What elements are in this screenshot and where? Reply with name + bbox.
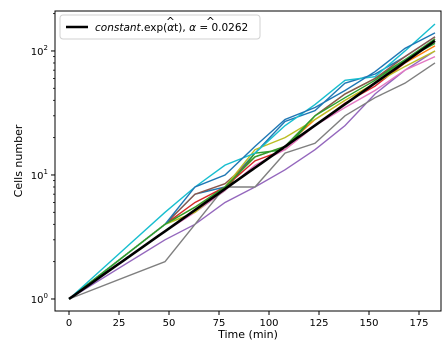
legend-hat-mark-1: ^ xyxy=(166,16,175,28)
legend: constant.exp(αt), α = 0.0262 ^ ^ xyxy=(59,14,261,40)
legend-text-c: = 0.0262 xyxy=(196,22,248,34)
y-tick-label: 102 xyxy=(31,44,48,58)
x-tick-label: 50 xyxy=(163,318,176,329)
plot-frame xyxy=(54,10,442,312)
x-axis: 0 25 50 75 100 125 150 175 xyxy=(66,311,429,329)
legend-prefix: constant xyxy=(95,22,142,34)
y-axis: 100 101 102 xyxy=(31,13,55,306)
x-tick-label: 150 xyxy=(359,318,378,329)
series-line-11 xyxy=(68,32,436,300)
legend-text-a: .exp( xyxy=(141,22,168,34)
legend-entry: constant.exp(αt), α = 0.0262 xyxy=(95,22,248,34)
series-line-8 xyxy=(68,62,436,300)
series-line-10 xyxy=(68,23,436,300)
legend-hat-1: α xyxy=(167,22,174,34)
series-line-5 xyxy=(68,50,436,300)
x-tick-label: 75 xyxy=(213,318,226,329)
legend-hat-2: α xyxy=(189,22,196,34)
legend-hat-mark-2: ^ xyxy=(206,16,215,28)
fit-layer xyxy=(68,39,436,301)
legend-text-b: t), xyxy=(174,22,189,34)
fit-line xyxy=(68,39,436,301)
y-axis-label: Cells number xyxy=(12,124,25,197)
x-tick-label: 100 xyxy=(259,318,278,329)
legend-box xyxy=(59,14,261,40)
x-axis-label: Time (min) xyxy=(217,328,278,341)
y-tick-label: 100 xyxy=(31,292,48,306)
x-tick-label: 125 xyxy=(309,318,328,329)
y-tick-label: 101 xyxy=(31,168,48,182)
x-tick-label: 175 xyxy=(409,318,428,329)
x-tick-label: 0 xyxy=(66,318,72,329)
x-tick-label: 25 xyxy=(113,318,126,329)
